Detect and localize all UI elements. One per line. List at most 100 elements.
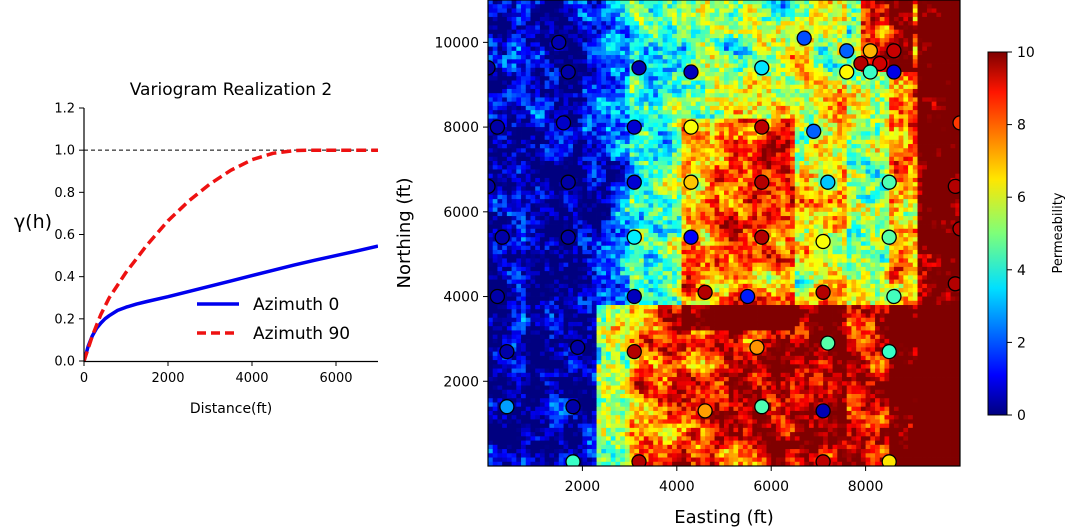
permeability-cell <box>794 144 800 149</box>
permeability-cell <box>672 50 678 56</box>
permeability-cell <box>582 110 588 115</box>
permeability-cell <box>521 207 527 213</box>
permeability-cell <box>634 84 640 90</box>
permeability-cell <box>629 101 635 107</box>
permeability-cell <box>917 59 923 64</box>
permeability-cell <box>742 156 748 162</box>
permeability-cell <box>558 131 564 136</box>
permeability-cell <box>601 105 607 111</box>
permeability-cell <box>931 131 937 136</box>
permeability-cell <box>719 114 725 120</box>
permeability-cell <box>747 139 753 145</box>
permeability-cell <box>643 50 649 56</box>
permeability-cell <box>719 80 725 86</box>
permeability-cell <box>724 114 730 120</box>
permeability-cell <box>488 76 494 81</box>
permeability-cell <box>535 148 541 153</box>
permeability-cell <box>775 173 782 179</box>
permeability-cell <box>563 101 569 107</box>
permeability-cell <box>719 16 725 22</box>
permeability-cell <box>568 93 574 98</box>
permeability-cell <box>941 101 947 107</box>
permeability-cell <box>596 55 602 60</box>
permeability-cell <box>544 0 550 5</box>
permeability-cell <box>672 186 678 192</box>
permeability-cell <box>846 156 852 162</box>
permeability-cell <box>757 165 763 170</box>
permeability-cell <box>757 38 763 43</box>
permeability-cell <box>851 139 857 145</box>
permeability-cell <box>889 97 895 103</box>
permeability-cell <box>879 169 885 175</box>
permeability-cell <box>615 110 621 115</box>
permeability-cell <box>662 156 668 162</box>
permeability-cell <box>879 50 885 56</box>
permeability-cell <box>558 186 564 192</box>
permeability-cell <box>752 55 758 60</box>
permeability-cell <box>832 67 838 73</box>
permeability-cell <box>719 55 725 60</box>
permeability-cell <box>591 118 597 124</box>
permeability-cell <box>950 105 956 111</box>
permeability-cell <box>917 4 923 9</box>
permeability-cell <box>945 131 951 136</box>
permeability-cell <box>606 152 612 158</box>
permeability-cell <box>794 93 800 98</box>
permeability-cell <box>804 72 810 77</box>
permeability-cell <box>879 139 885 145</box>
permeability-cell <box>832 21 838 26</box>
permeability-cell <box>837 80 843 86</box>
permeability-cell <box>903 114 909 120</box>
permeability-cell <box>549 152 555 158</box>
permeability-cell <box>898 93 904 98</box>
permeability-cell <box>912 105 918 111</box>
permeability-cell <box>794 59 800 64</box>
permeability-cell <box>624 169 630 175</box>
permeability-cell <box>653 169 659 175</box>
permeability-cell <box>591 177 597 183</box>
permeability-cell <box>879 160 885 166</box>
permeability-cell <box>502 97 508 103</box>
permeability-cell <box>639 38 645 43</box>
permeability-cell <box>709 63 715 69</box>
permeability-cell <box>827 67 833 73</box>
permeability-cell <box>502 156 508 162</box>
permeability-cell <box>860 8 866 14</box>
permeability-cell <box>672 72 678 77</box>
permeability-cell <box>549 110 555 115</box>
permeability-cell <box>738 135 744 141</box>
permeability-cell <box>672 165 678 170</box>
permeability-cell <box>615 127 621 132</box>
permeability-cell <box>870 105 876 111</box>
permeability-cell <box>634 55 640 60</box>
permeability-cell <box>502 110 508 115</box>
permeability-cell <box>794 160 800 166</box>
permeability-cell <box>827 97 833 103</box>
permeability-cell <box>818 42 824 47</box>
permeability-cell <box>870 12 876 18</box>
permeability-cell <box>879 122 885 128</box>
permeability-cell <box>870 29 876 35</box>
permeability-cell <box>742 38 748 43</box>
permeability-cell <box>596 16 602 22</box>
permeability-cell <box>808 199 815 204</box>
permeability-cell <box>615 4 621 9</box>
permeability-cell <box>893 114 900 120</box>
permeability-cell <box>808 169 815 175</box>
permeability-cell <box>653 16 659 22</box>
permeability-cell <box>747 177 753 183</box>
permeability-cell <box>875 165 881 170</box>
permeability-cell <box>606 173 612 179</box>
permeability-cell <box>757 156 763 162</box>
permeability-cell <box>653 55 659 60</box>
permeability-cell <box>539 63 546 69</box>
permeability-cell <box>780 173 786 179</box>
permeability-cell <box>587 160 593 166</box>
permeability-cell <box>606 177 612 183</box>
permeability-cell <box>950 199 956 204</box>
permeability-cell <box>615 135 621 141</box>
permeability-cell <box>785 114 791 120</box>
permeability-cell <box>780 194 786 200</box>
permeability-cell <box>728 199 734 204</box>
permeability-cell <box>837 152 843 158</box>
